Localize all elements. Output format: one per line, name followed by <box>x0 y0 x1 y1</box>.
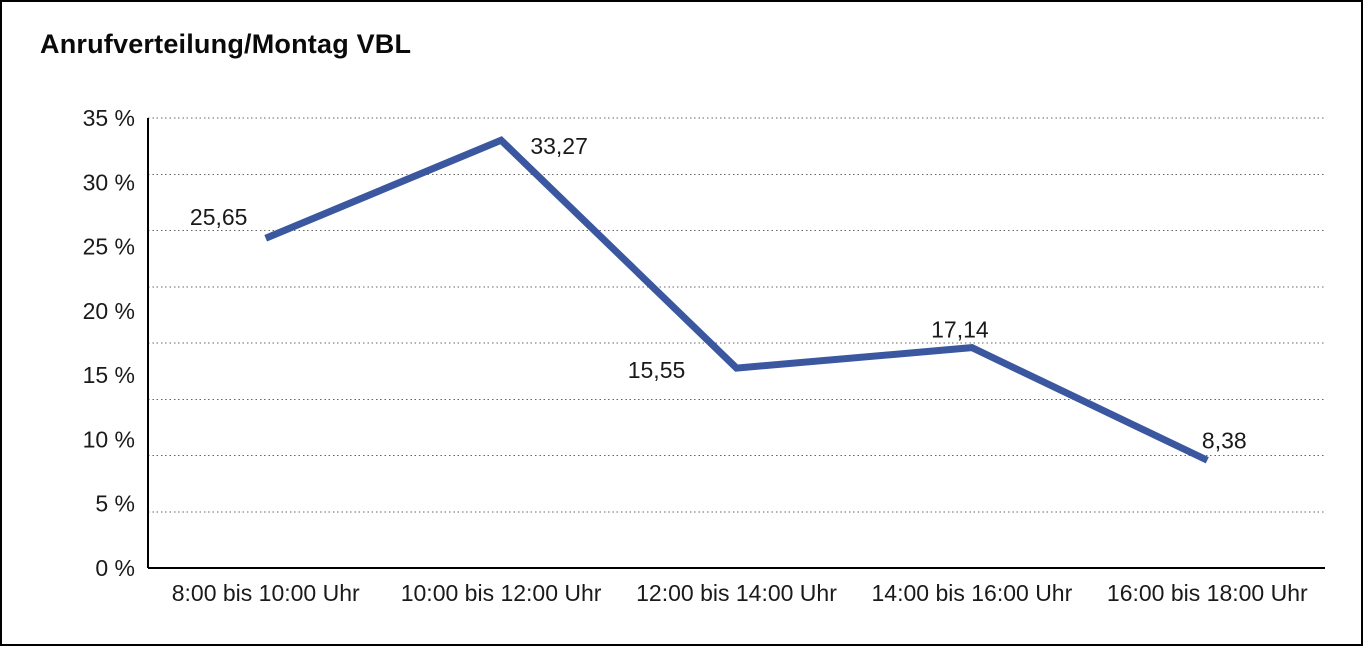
y-tick-label: 20 % <box>83 298 135 324</box>
x-category-label: 8:00 bis 10:00 Uhr <box>172 580 360 606</box>
y-tick-label: 15 % <box>83 362 135 388</box>
x-category-label: 12:00 bis 14:00 Uhr <box>636 580 837 606</box>
data-point-label: 33,27 <box>530 133 588 159</box>
chart-title: Anrufverteilung/Montag VBL <box>40 29 412 59</box>
x-category-label: 14:00 bis 16:00 Uhr <box>872 580 1073 606</box>
data-point-label: 25,65 <box>190 204 248 230</box>
data-point-label: 15,55 <box>628 357 686 383</box>
data-point-label: 17,14 <box>931 317 989 343</box>
y-tick-label: 0 % <box>95 555 135 581</box>
x-category-label: 10:00 bis 12:00 Uhr <box>401 580 602 606</box>
y-tick-label: 5 % <box>95 491 135 517</box>
y-tick-label: 25 % <box>83 234 135 260</box>
y-tick-label: 35 % <box>83 105 135 131</box>
y-tick-label: 30 % <box>83 169 135 195</box>
y-tick-label: 10 % <box>83 426 135 452</box>
x-category-label: 16:00 bis 18:00 Uhr <box>1107 580 1308 606</box>
series-line <box>264 136 1209 464</box>
data-point-label: 8,38 <box>1202 427 1247 453</box>
